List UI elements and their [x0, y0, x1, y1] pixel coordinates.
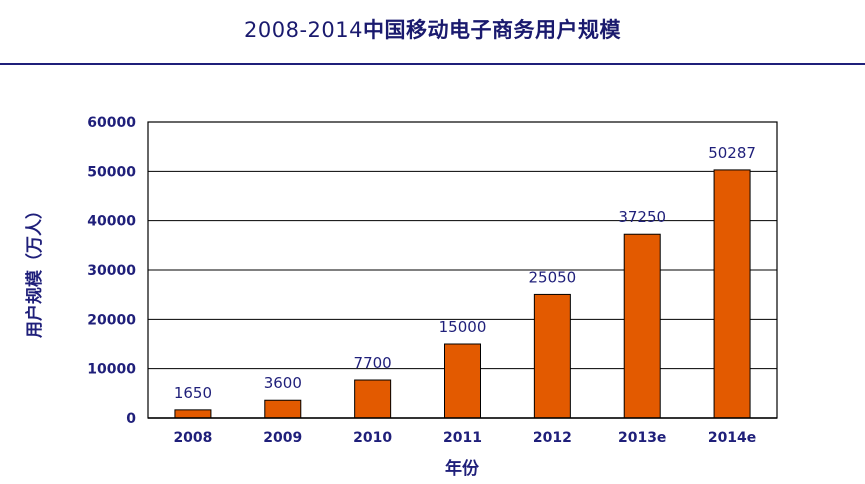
y-axis-ticks: 0 10000 20000 30000 40000 50000 60000: [87, 115, 136, 427]
data-label: 3600: [264, 374, 302, 392]
bar-2011: [444, 343, 481, 419]
data-label: 1650: [174, 384, 212, 402]
y-tick-label: 10000: [87, 362, 136, 378]
data-label: 37250: [618, 208, 666, 226]
y-tick-label: 0: [126, 411, 136, 427]
bar-2013e: [623, 233, 661, 419]
x-tick-label: 2014e: [708, 430, 756, 446]
x-tick-label: 2009: [263, 430, 302, 446]
x-tick-label: 2013e: [618, 430, 666, 446]
data-labels: 1650 3600 7700 15000 25050 37250 50287: [174, 144, 756, 402]
bar-2014e: [713, 169, 751, 419]
x-tick-label: 2011: [443, 430, 482, 446]
y-axis-title: 用户规模（万人）: [24, 202, 45, 338]
x-axis-ticks: 2008 2009 2010 2011 2012 2013e 2014e: [173, 430, 756, 446]
y-tick-label: 20000: [87, 312, 136, 328]
y-tick-label: 50000: [87, 164, 136, 180]
data-label: 15000: [439, 318, 487, 336]
chart-title: 2008-2014中国移动电子商务用户规模: [0, 14, 865, 44]
title-underline: [0, 63, 865, 65]
bars: [174, 169, 751, 419]
y-tick-label: 40000: [87, 214, 136, 230]
bar-2012: [533, 293, 571, 419]
title-main: 中国移动电子商务用户规模: [362, 18, 621, 42]
data-label: 7700: [354, 354, 392, 372]
bar-2009: [264, 399, 302, 419]
x-tick-label: 2010: [353, 430, 392, 446]
data-label: 25050: [528, 268, 576, 286]
title-years: 2008-2014: [244, 18, 363, 42]
x-axis-title: 年份: [445, 458, 480, 479]
bar-2008: [174, 409, 212, 419]
y-tick-label: 60000: [87, 115, 136, 131]
data-label: 50287: [708, 144, 756, 162]
x-tick-label: 2008: [173, 430, 212, 446]
bar-2010: [354, 379, 392, 419]
plot-frame: [147, 121, 778, 419]
x-tick-label: 2012: [533, 430, 572, 446]
y-tick-label: 30000: [87, 263, 136, 279]
